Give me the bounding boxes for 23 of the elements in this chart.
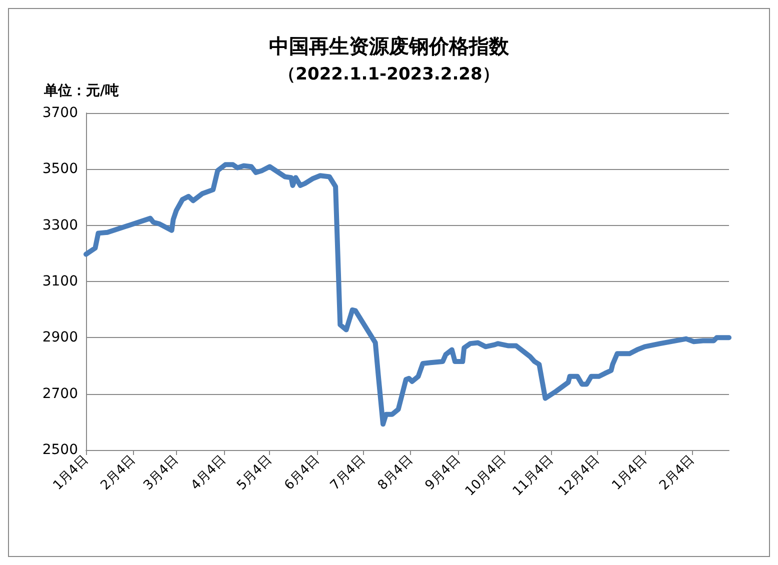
x-tick-label: 5月4日 bbox=[234, 452, 276, 494]
x-tick-label: 2月4日 bbox=[98, 452, 139, 494]
x-tick-label: 12月4日 bbox=[556, 452, 603, 500]
x-tick-label: 8月4日 bbox=[375, 452, 416, 494]
chart-subtitle: （2022.1.1-2023.2.28） bbox=[278, 64, 500, 84]
x-tick-label: 1月4日 bbox=[609, 452, 650, 494]
y-tick-label: 2500 bbox=[42, 442, 78, 458]
x-tick-label: 2月4日 bbox=[656, 452, 698, 494]
y-tick-label: 3300 bbox=[42, 217, 78, 234]
x-tick-label: 9月4日 bbox=[422, 452, 464, 494]
y-tick-label: 2900 bbox=[42, 330, 78, 346]
x-tick-label: 7月4日 bbox=[328, 452, 368, 494]
x-tick-label: 4月4日 bbox=[188, 452, 230, 494]
y-tick-label: 3700 bbox=[42, 105, 78, 121]
y-tick-label: 3500 bbox=[42, 161, 78, 178]
x-tick-label: 10月4日 bbox=[462, 452, 510, 500]
x-tick-label: 6月4日 bbox=[282, 452, 322, 494]
y-tick-label: 2700 bbox=[42, 386, 78, 402]
y-tick-label: 3100 bbox=[42, 274, 78, 290]
x-tick-label: 3月4日 bbox=[140, 452, 182, 494]
y-axis-title: 单位：元/吨 bbox=[43, 83, 120, 99]
x-tick-label: 11月4日 bbox=[510, 452, 557, 500]
chart-title: 中国再生资源废钢价格指数 bbox=[269, 34, 510, 58]
